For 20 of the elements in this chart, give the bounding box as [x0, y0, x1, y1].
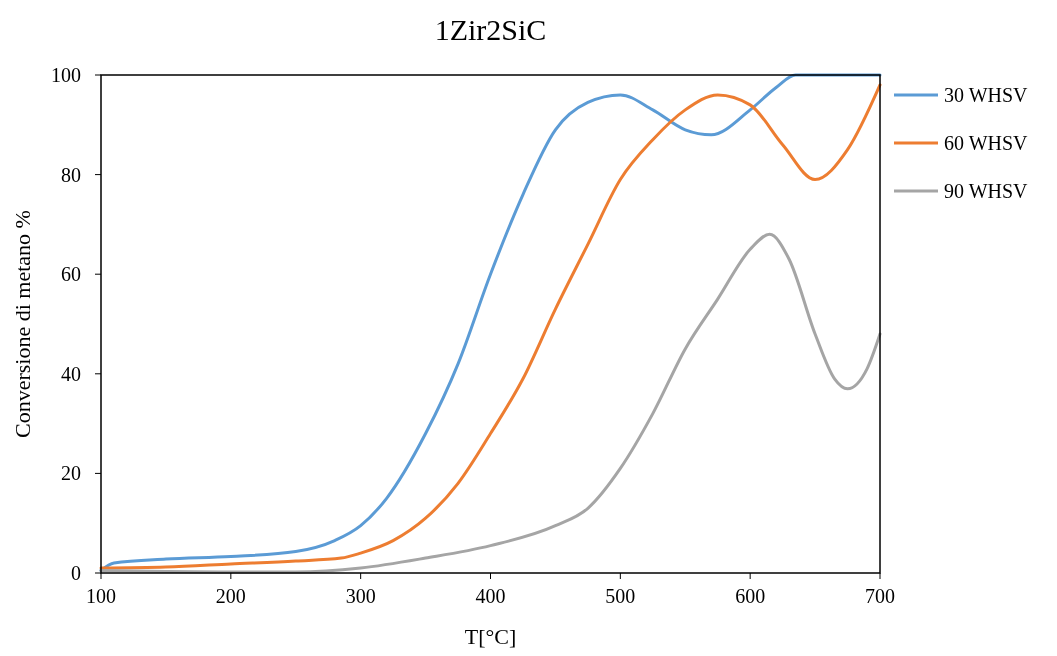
x-tick-label: 200 — [215, 585, 246, 607]
line-series — [99, 232, 882, 574]
y-tick-label: 100 — [51, 64, 81, 86]
x-tick-label: 600 — [735, 585, 766, 607]
y-tick-label: 20 — [61, 462, 81, 485]
chart-title: 1Zir2SiC — [434, 13, 547, 46]
y-tick-label: 40 — [61, 362, 81, 385]
y-tick-label: 60 — [61, 263, 81, 286]
x-tick-label: 700 — [865, 585, 895, 607]
y-tick-label: 80 — [61, 163, 81, 186]
y-tick-label: 0 — [71, 562, 81, 584]
x-axis-title: T[°C] — [464, 624, 517, 649]
x-tick-label: 400 — [475, 585, 506, 607]
legend-label: 60 WHSV — [944, 132, 1029, 154]
legend-label: 30 WHSV — [944, 84, 1029, 106]
x-tick-label: 100 — [86, 585, 116, 607]
y-axis-title: Conversione di metano % — [10, 210, 35, 438]
legend-label: 90 WHSV — [944, 180, 1029, 202]
x-tick-label: 500 — [605, 585, 636, 607]
x-tick-label: 300 — [345, 585, 376, 607]
